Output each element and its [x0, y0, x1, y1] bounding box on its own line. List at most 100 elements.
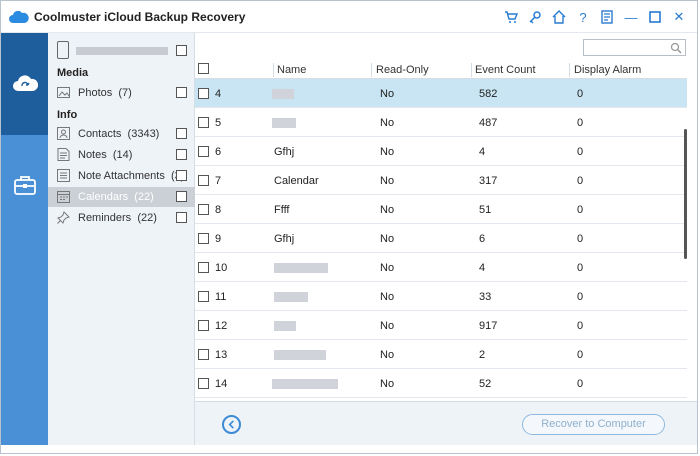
sidebar-item-photos[interactable]: Photos (7)	[48, 83, 195, 103]
row-event-count: 6	[479, 233, 486, 245]
table-row[interactable]: 7 Calendar No 317 0	[195, 166, 687, 195]
sidebar-item-label: Note Attachments	[78, 170, 165, 182]
column-separator	[471, 63, 472, 77]
row-checkbox[interactable]	[198, 291, 209, 302]
row-event-count: 487	[479, 117, 498, 129]
table-row[interactable]: 4 No 582 0	[195, 79, 687, 108]
row-checkbox[interactable]	[198, 262, 209, 273]
column-separator	[569, 63, 570, 77]
table-row[interactable]: 6 Gfhj No 4 0	[195, 137, 687, 166]
row-checkbox[interactable]	[198, 233, 209, 244]
row-read-only: No	[380, 88, 395, 100]
row-id: 6	[215, 146, 222, 158]
row-checkbox[interactable]	[198, 117, 209, 128]
row-display-alarm: 0	[577, 349, 584, 361]
note-attachments-checkbox[interactable]	[176, 170, 187, 181]
search-input[interactable]	[583, 39, 686, 56]
sidebar-item-notes[interactable]: Notes (14)	[48, 145, 195, 165]
table-row[interactable]: 9 Gfhj No 6 0	[195, 224, 687, 253]
section-media: Media	[57, 67, 89, 79]
title-bar: Coolmuster iCloud Backup Recovery ? — ✕	[1, 1, 697, 33]
help-icon[interactable]: ?	[579, 9, 587, 25]
row-checkbox[interactable]	[198, 175, 209, 186]
feedback-icon[interactable]	[597, 8, 617, 26]
redacted-name	[274, 263, 328, 273]
close-icon[interactable]: ✕	[673, 9, 685, 24]
sidebar-item-label: Contacts	[78, 128, 122, 140]
row-read-only: No	[380, 175, 395, 187]
row-name: Gfhj	[274, 146, 295, 158]
row-display-alarm: 0	[577, 175, 584, 187]
row-checkbox[interactable]	[198, 88, 209, 99]
sidebar-item-reminders[interactable]: Reminders (22)	[48, 208, 195, 228]
select-all-checkbox[interactable]	[198, 63, 209, 74]
sidebar-item-contacts[interactable]: Contacts (3343)	[48, 124, 195, 144]
footer-bar: Recover to Computer	[195, 401, 697, 445]
home-icon[interactable]	[549, 8, 569, 26]
row-checkbox[interactable]	[198, 378, 209, 389]
row-checkbox[interactable]	[198, 320, 209, 331]
table-row[interactable]: 8 Ffff No 51 0	[195, 195, 687, 224]
row-event-count: 917	[479, 320, 498, 332]
row-id: 14	[215, 378, 228, 390]
row-display-alarm: 0	[577, 291, 584, 303]
cloud-logo-icon	[9, 10, 29, 24]
calendars-checkbox[interactable]	[176, 191, 187, 202]
toolbox-mode[interactable]	[1, 135, 48, 237]
notes-checkbox[interactable]	[176, 149, 187, 160]
row-name: Calendar	[274, 175, 319, 187]
cart-icon[interactable]	[501, 8, 521, 26]
column-header-display-alarm[interactable]: Display Alarm	[574, 64, 642, 76]
table-row[interactable]: 13 No 2 0	[195, 340, 687, 369]
row-id: 12	[215, 320, 228, 332]
row-checkbox[interactable]	[198, 349, 209, 360]
column-header-name[interactable]: Name	[277, 64, 307, 76]
table-header: Name Read-Only Event Count Display Alarm	[195, 61, 687, 79]
minimize-icon[interactable]: —	[624, 9, 638, 25]
row-id: 10	[215, 262, 228, 274]
device-checkbox[interactable]	[176, 45, 187, 56]
chevron-left-icon	[228, 420, 234, 429]
sidebar-item-label: Photos	[78, 87, 113, 99]
search-icon[interactable]	[670, 42, 682, 54]
sidebar-item-note-attachments[interactable]: Note Attachments (3)	[48, 166, 195, 186]
key-icon[interactable]	[525, 8, 545, 26]
row-checkbox[interactable]	[198, 204, 209, 215]
table-row[interactable]: 10 No 4 0	[195, 253, 687, 282]
sidebar-item-calendars[interactable]: Calendars (22)	[48, 187, 195, 207]
column-header-event-count[interactable]: Event Count	[475, 64, 536, 76]
note-icon	[57, 148, 70, 161]
row-name: Ffff	[274, 204, 290, 216]
table-row[interactable]: 5 No 487 0	[195, 108, 687, 137]
row-read-only: No	[380, 117, 395, 129]
sidebar-item-count: (7)	[118, 87, 132, 99]
photos-checkbox[interactable]	[176, 87, 187, 98]
contacts-checkbox[interactable]	[176, 128, 187, 139]
table-row[interactable]: 14 No 52 0	[195, 369, 687, 398]
device-name-redacted	[76, 47, 168, 55]
row-event-count: 52	[479, 378, 492, 390]
row-read-only: No	[380, 378, 395, 390]
row-display-alarm: 0	[577, 117, 584, 129]
column-header-read-only[interactable]: Read-Only	[376, 64, 429, 76]
row-id: 8	[215, 204, 222, 216]
table-row[interactable]: 12 No 917 0	[195, 311, 687, 340]
table-row[interactable]: 11 No 33 0	[195, 282, 687, 311]
device-row[interactable]	[48, 41, 195, 61]
row-name: Gfhj	[274, 233, 295, 245]
row-id: 11	[215, 291, 227, 303]
redacted-name	[274, 292, 308, 302]
vertical-scrollbar[interactable]	[684, 129, 687, 259]
icloud-backup-mode[interactable]	[1, 33, 48, 135]
recover-to-computer-button[interactable]: Recover to Computer	[522, 414, 665, 435]
row-display-alarm: 0	[577, 233, 584, 245]
maximize-icon[interactable]	[645, 8, 665, 26]
column-separator	[273, 63, 274, 77]
reminders-checkbox[interactable]	[176, 212, 187, 223]
redacted-name	[274, 350, 326, 360]
row-id: 4	[215, 88, 222, 100]
back-button[interactable]	[222, 415, 241, 434]
row-read-only: No	[380, 146, 395, 158]
row-checkbox[interactable]	[198, 146, 209, 157]
